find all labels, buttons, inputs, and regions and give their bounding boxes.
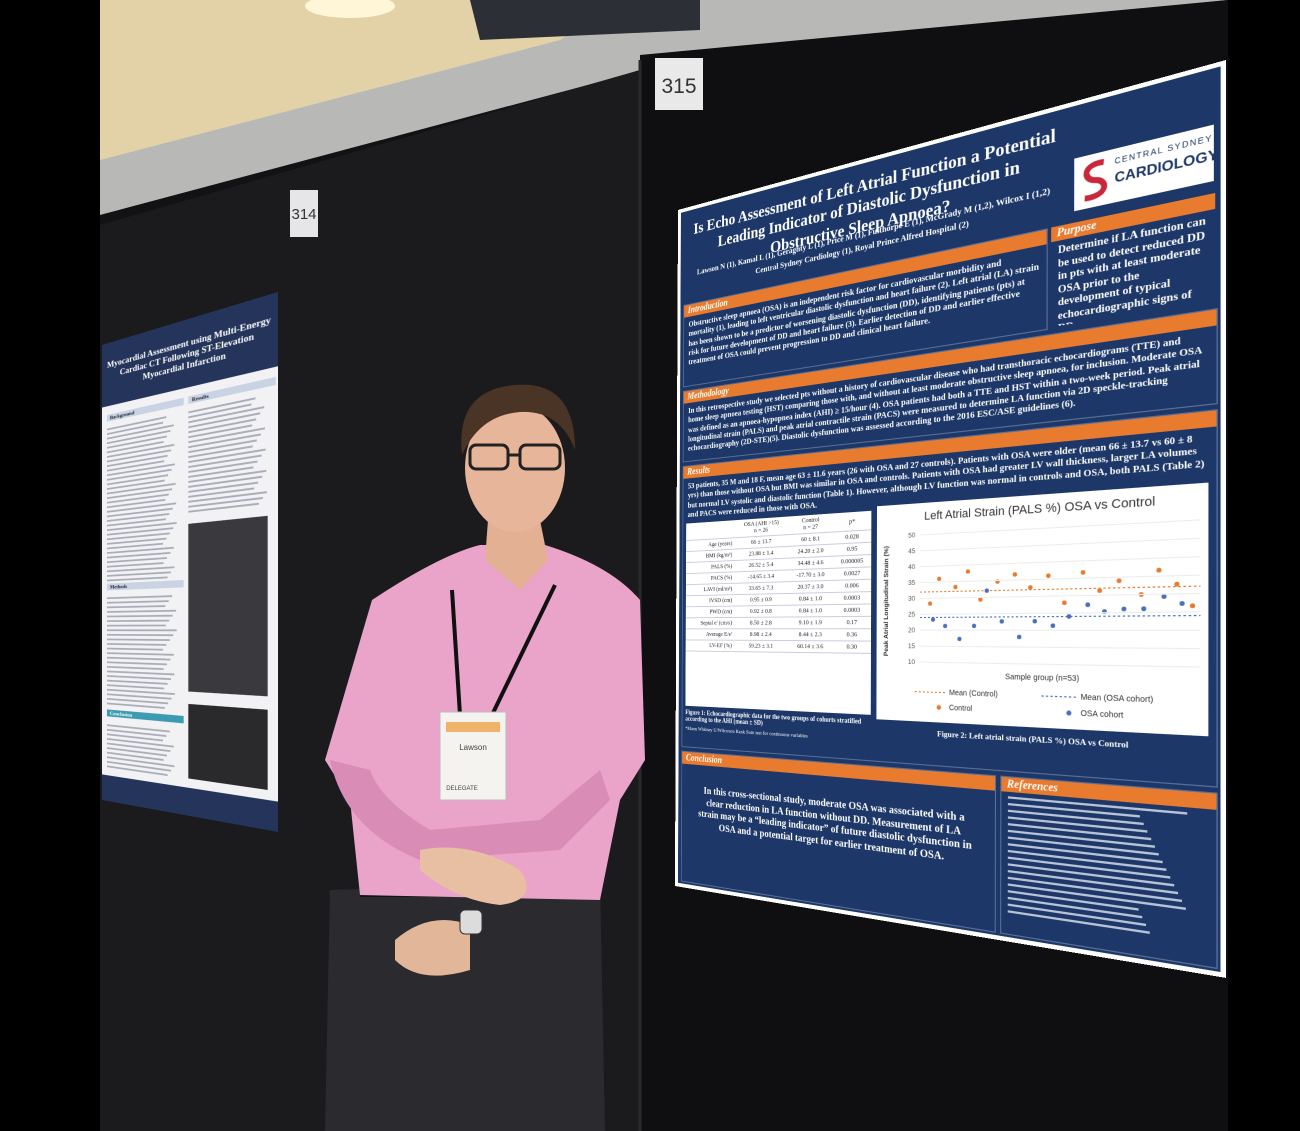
watch: [460, 910, 482, 934]
page: 315 314 Myocardial Assessment using Mult…: [0, 0, 1300, 1131]
badge-name: Lawson: [459, 743, 487, 752]
badge-role: DELEGATE: [446, 786, 478, 792]
badge-banner: [446, 722, 500, 732]
person: Lawson DELEGATE: [0, 0, 1300, 1131]
